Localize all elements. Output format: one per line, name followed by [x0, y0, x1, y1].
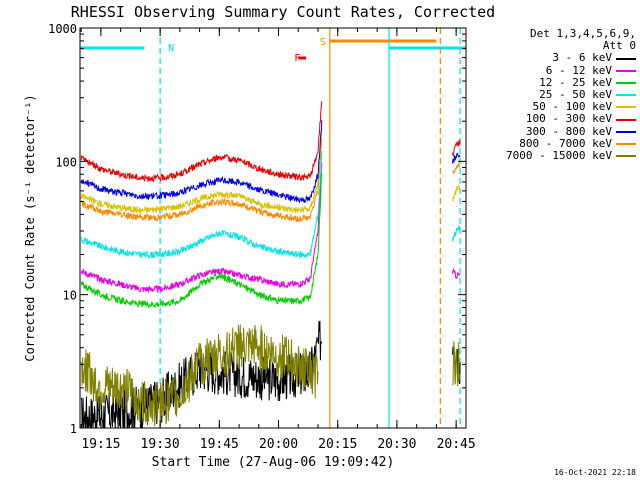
legend-swatch: [616, 106, 636, 109]
y-tick-label: 1: [70, 422, 77, 436]
legend-swatch: [616, 155, 636, 158]
legend-label: 50 - 100 keV: [532, 100, 612, 114]
legend-swatch: [616, 57, 636, 60]
legend-label: 25 - 50 keV: [539, 88, 612, 102]
x-tick-label: 20:00: [259, 437, 298, 452]
legend-item: 300 - 800 keV: [486, 124, 636, 138]
legend-header-attenuator: Att 0: [602, 39, 636, 53]
series-layer: [80, 101, 461, 429]
series-line: [80, 172, 323, 309]
plot-frame: [79, 27, 467, 429]
legend-label: 12 - 25 keV: [539, 75, 612, 89]
legend: Det 1,3,4,5,6,9, Att 0 3 - 6 keV 6 - 12 k…: [486, 27, 636, 163]
x-tick-label: 19:15: [81, 437, 120, 452]
series-line: [80, 139, 461, 223]
flag-bars: [80, 39, 466, 60]
legend-item: 3 - 6 keV: [486, 52, 636, 64]
legend-label: 7000 - 15000 keV: [506, 149, 612, 163]
legend-swatch: [616, 81, 636, 84]
x-axis-label: Start Time (27-Aug-06 19:09:42): [152, 455, 395, 470]
legend-swatch: [616, 130, 636, 133]
legend-label: 800 - 7000 keV: [519, 136, 612, 150]
legend-item: 50 - 100 keV: [486, 101, 636, 113]
legend-label: 6 - 12 keV: [545, 63, 612, 77]
series-line: [80, 162, 461, 293]
y-tick-label: 1000: [48, 22, 77, 36]
legend-label: 3 - 6 keV: [552, 51, 612, 65]
legend-swatch: [616, 118, 636, 121]
legend-swatch: [616, 94, 636, 97]
series-line: [80, 101, 461, 183]
series-line: [80, 150, 461, 259]
annotation-label: S: [320, 37, 326, 48]
x-tick-label: 19:30: [141, 437, 180, 452]
y-axis-label: Corrected Count Rate (s⁻¹ detector⁻¹): [23, 94, 37, 361]
legend-item: 6 - 12 keV: [486, 63, 636, 77]
series-line: [80, 127, 461, 214]
legend-item: 12 - 25 keV: [486, 75, 636, 89]
series-line: [80, 120, 461, 204]
series-line: [80, 324, 461, 427]
legend-swatch: [616, 69, 636, 72]
x-tick-label: 20:15: [318, 437, 357, 452]
legend-item: 7000 - 15000 keV: [486, 149, 636, 163]
x-tick-label: 20:45: [437, 437, 476, 452]
legend-header-detectors: Det 1,3,4,5,6,9,: [530, 27, 636, 40]
legend-label: 300 - 800 keV: [525, 124, 612, 138]
x-tick-label: 19:45: [200, 437, 239, 452]
y-axis: 1 10 100 1000: [48, 22, 466, 436]
annotation-label: N: [168, 43, 174, 54]
footer-timestamp: 16-Oct-2021 22:18: [554, 468, 636, 477]
y-tick-label: 10: [63, 289, 77, 303]
x-axis: 19:15 19:30 19:45 20:00 20:15 20:30 20:45: [80, 28, 476, 452]
legend-swatch: [616, 142, 636, 145]
legend-item: 25 - 50 keV: [486, 88, 636, 102]
annotations: N S F: [168, 37, 326, 64]
chart-title: RHESSI Observing Summary Count Rates, Co…: [71, 3, 495, 21]
legend-label: 100 - 300 keV: [525, 112, 612, 126]
legend-item: 800 - 7000 keV: [486, 136, 636, 150]
annotation-label: F: [294, 53, 300, 64]
x-tick-label: 20:30: [377, 437, 416, 452]
legend-item: 100 - 300 keV: [486, 113, 636, 125]
y-tick-label: 100: [55, 155, 77, 169]
